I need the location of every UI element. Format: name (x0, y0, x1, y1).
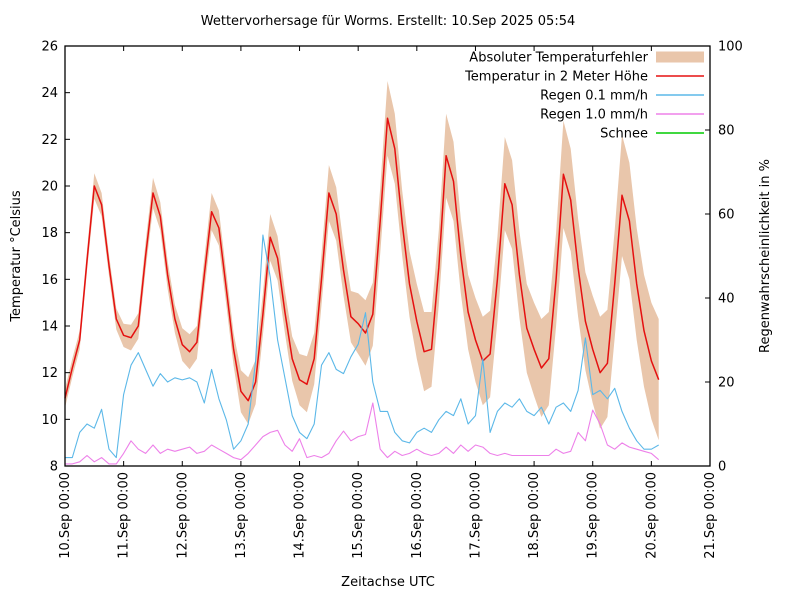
plot-border (64, 45, 711, 467)
y-tick-label-left: 14 (41, 320, 58, 335)
legend-label-2: Temperatur in 2 Meter Höhe (464, 70, 648, 85)
y-tick-label-left: 18 (41, 226, 58, 241)
legend-swatch-band (656, 51, 704, 63)
x-tick-label: 17.Sep 00:00 (468, 472, 483, 559)
x-tick-label: 21.Sep 00:00 (703, 472, 718, 559)
x-tick-label: 11.Sep 00:00 (117, 472, 132, 559)
y-axis-label-right: Regenwahrscheinlichkeit in % (758, 159, 773, 353)
y-tick-label-right: 40 (718, 292, 735, 307)
y-axis-label-left: Temperatur °Celsius (9, 190, 24, 323)
error-band-layer (65, 81, 659, 441)
y-tick-label-right: 60 (718, 208, 735, 223)
x-tick-label: 16.Sep 00:00 (410, 472, 425, 559)
y-tick-label-right: 0 (718, 460, 726, 475)
axes-layer: 10.Sep 00:00 11.Sep 00:00 12.Sep 00:00 13.S… (41, 40, 742, 559)
rain10-line (65, 402, 660, 465)
x-tick-label: 18.Sep 00:00 (527, 472, 542, 559)
y-tick-label-right: 20 (718, 376, 735, 391)
x-tick-label: 19.Sep 00:00 (586, 472, 601, 559)
legend: Absoluter Temperaturfehler Temperatur in … (464, 51, 704, 142)
x-axis-label: Zeitachse UTC (341, 575, 435, 590)
x-tick-label: 14.Sep 00:00 (293, 472, 308, 559)
chart-title: Wettervorhersage für Worms. Erstellt: 10… (201, 14, 576, 29)
legend-label-5: Schnee (600, 127, 648, 142)
y-tick-label-left: 10 (41, 413, 58, 428)
rain01-line (65, 234, 659, 459)
x-tick-label: 12.Sep 00:00 (175, 472, 190, 559)
x-tick-label: 15.Sep 00:00 (351, 472, 366, 559)
y-tick-label-left: 20 (41, 180, 58, 195)
x-tick-label: 10.Sep 00:00 (58, 472, 73, 559)
legend-label-1: Absoluter Temperaturfehler (469, 51, 648, 66)
series-lines-layer (64, 117, 660, 465)
y-tick-label-left: 24 (41, 86, 58, 101)
y-tick-label-left: 26 (41, 40, 58, 55)
y-tick-label-right: 100 (718, 40, 743, 55)
y-tick-label-left: 16 (41, 273, 58, 288)
y-tick-label-left: 8 (50, 460, 58, 475)
y-tick-label-left: 22 (41, 133, 58, 148)
legend-label-4: Regen 1.0 mm/h (540, 108, 648, 123)
x-tick-label: 13.Sep 00:00 (234, 472, 249, 559)
legend-label-3: Regen 0.1 mm/h (540, 89, 648, 104)
y-tick-label-left: 12 (41, 366, 58, 381)
x-tick-label: 20.Sep 00:00 (644, 472, 659, 559)
y-tick-label-right: 80 (718, 124, 735, 139)
error-band (65, 81, 659, 441)
